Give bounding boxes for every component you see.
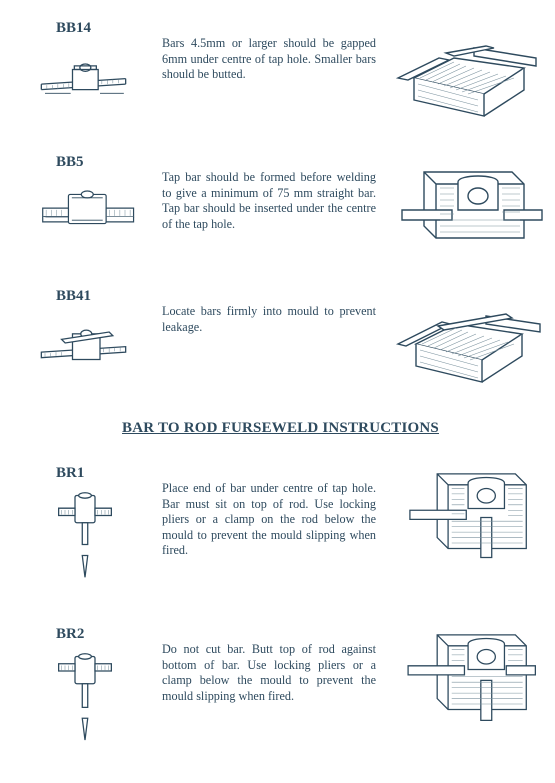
thumb-br1: [50, 490, 120, 590]
row-br1: BR1 Place end of bar under centre of tap…: [30, 463, 531, 590]
row-bb41: BB41 Locate bars firmly into mould to pr…: [30, 286, 531, 386]
desc-br1: Place end of bar under centre of tap hol…: [162, 463, 382, 559]
left-col-br1: BR1: [30, 463, 150, 590]
fig-br1: [394, 463, 544, 563]
fig-bb14: [394, 18, 544, 118]
label-bb14: BB14: [56, 20, 150, 37]
thumb-bb14: [34, 45, 144, 105]
label-bb41: BB41: [56, 288, 150, 305]
fig-br2: [394, 624, 544, 724]
section-header: BAR TO ROD FURSEWELD INSTRUCTIONS: [30, 420, 531, 437]
desc-bb14: Bars 4.5mm or larger should be gapped 6m…: [162, 18, 382, 83]
fig-bb5: [394, 152, 544, 252]
desc-br2: Do not cut bar. Butt top of rod against …: [162, 624, 382, 704]
thumb-br2: [50, 651, 120, 751]
label-br2: BR2: [56, 626, 150, 643]
row-br2: BR2 Do not cut bar. Butt top of rod agai…: [30, 624, 531, 751]
left-col-bb14: BB14: [30, 18, 150, 105]
left-col-br2: BR2: [30, 624, 150, 751]
page: BB14 Bars 4.5mm or larger should be: [0, 0, 555, 783]
thumb-bb41: [34, 313, 144, 373]
left-col-bb5: BB5: [30, 152, 150, 239]
left-col-bb41: BB41: [30, 286, 150, 373]
label-bb5: BB5: [56, 154, 150, 171]
row-bb14: BB14 Bars 4.5mm or larger should be: [30, 18, 531, 118]
row-bb5: BB5 Tap bar should be formed before weld…: [30, 152, 531, 252]
thumb-bb5: [34, 179, 144, 239]
desc-bb41: Locate bars firmly into mould to prevent…: [162, 286, 382, 335]
fig-bb41: [394, 286, 544, 386]
desc-bb5: Tap bar should be formed before welding …: [162, 152, 382, 232]
label-br1: BR1: [56, 465, 150, 482]
